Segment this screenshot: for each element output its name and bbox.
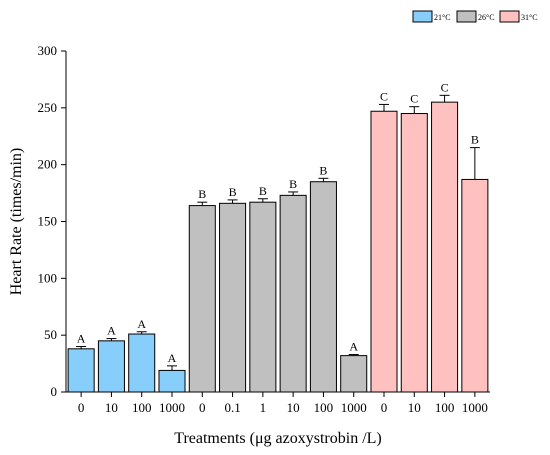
y-axis-title: Heart Rate (times/min) [8,148,25,296]
chart-legend: 21°C 26°C 31°C [412,10,538,23]
bar [340,355,368,393]
significance-letter: A [349,339,358,353]
x-tick-label: 10 [105,400,118,415]
x-tick-label: 10 [408,400,421,415]
x-tick-label: 1000 [462,400,488,415]
legend-swatch [499,10,520,23]
y-tick-label: 300 [38,43,58,58]
y-tick-label: 50 [44,327,57,342]
bar [67,348,95,393]
x-tick-label: 100 [314,400,334,415]
x-tick-label: 0.1 [224,400,240,415]
bar [158,369,186,393]
x-axis-ticks: 0 10 100 1000 0 0.1 1 10 100 1000 0 10 100 1000 [78,392,488,415]
significance-letter: C [441,80,449,94]
legend-label: 31°C [521,13,538,22]
x-tick-label: 1000 [159,400,185,415]
y-tick-label: 0 [51,384,58,399]
significance-letter: B [259,184,267,198]
legend-label: 21°C [434,13,451,22]
bar [370,110,398,393]
x-tick-label: 100 [435,400,455,415]
y-tick-label: 150 [38,214,58,229]
significance-letter: A [137,317,146,331]
x-tick-label: 0 [381,400,388,415]
x-tick-label: 10 [287,400,300,415]
bar [97,340,125,393]
significance-letter: A [107,324,116,338]
y-tick-label: 100 [38,270,58,285]
x-tick-label: 1 [260,400,267,415]
significance-letter: C [410,92,418,106]
bar [461,178,489,393]
significance-letter: B [471,133,479,147]
significance-letter: B [229,185,237,199]
x-tick-label: 0 [78,400,85,415]
bar [219,202,247,393]
bar-group: A A A A B B B B B A C C C B [67,80,489,393]
legend-label: 26°C [478,13,495,22]
legend-swatch [412,10,433,23]
significance-letter: A [77,332,86,346]
significance-letter: C [380,89,388,103]
x-tick-label: 1000 [341,400,367,415]
x-tick-label: 100 [132,400,152,415]
significance-letter: B [198,187,206,201]
y-tick-label: 200 [38,157,58,172]
significance-letter: A [168,351,177,365]
bar [309,181,337,393]
legend-swatch [456,10,477,23]
x-axis-title: Treatments (μg azoxystrobin /L) [174,430,382,447]
bar [431,101,459,393]
x-tick-label: 0 [199,400,206,415]
bar [128,333,156,393]
significance-letter: B [289,177,297,191]
bar [400,113,428,393]
bar [279,194,307,393]
y-axis-ticks: 0 50 100 150 200 250 300 [38,43,66,399]
bar [188,205,216,393]
bar [249,201,277,393]
significance-letter: B [319,163,327,177]
y-tick-label: 250 [38,100,58,115]
